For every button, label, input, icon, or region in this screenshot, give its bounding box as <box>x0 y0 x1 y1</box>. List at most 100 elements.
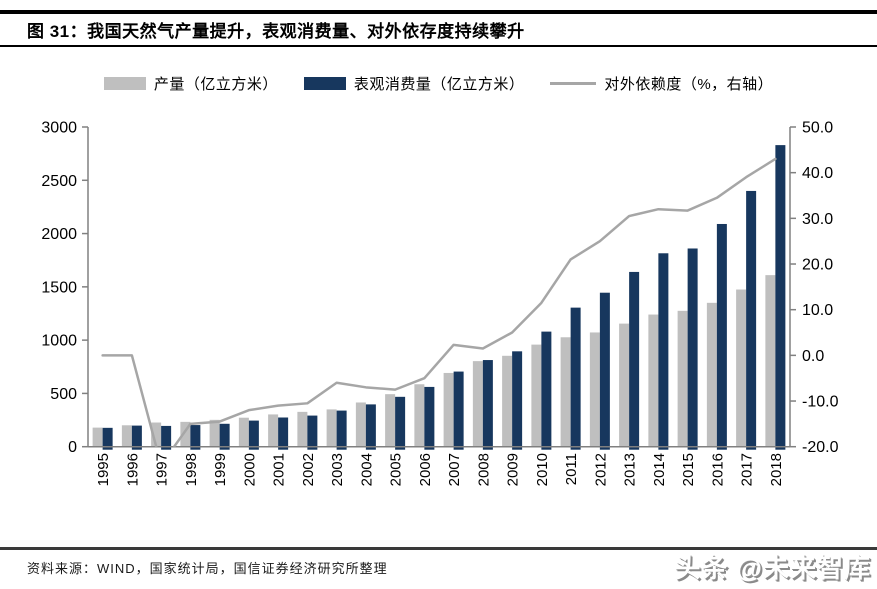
footer-rule <box>0 547 877 550</box>
x-axis-tick-label: 2003 <box>329 453 346 486</box>
watermark: 头条 @未来智库 <box>674 553 871 583</box>
x-axis-tick-label: 1998 <box>183 453 200 486</box>
x-axis-tick-label: 2002 <box>300 453 317 486</box>
production-bar-2012 <box>589 332 600 447</box>
consumption-bar-2008 <box>482 360 493 450</box>
production-bar-2007 <box>443 372 454 447</box>
consumption-bar-1997 <box>161 425 172 450</box>
consumption-bar-2002 <box>307 415 318 450</box>
left-axis-tick-label: 1500 <box>41 279 77 296</box>
consumption-bar-2007 <box>453 371 464 450</box>
x-axis-tick-label: 2010 <box>534 453 551 486</box>
axis-labels-group: 3000 2500 2000 1500 1000 500 0 50.0 40.0 30.0 20.0… <box>41 120 838 487</box>
right-axis-tick-label: 0.0 <box>802 348 824 365</box>
chart-area: 3000 2500 2000 1500 1000 500 0 50.0 40.0 30.0 20.0… <box>0 110 877 535</box>
x-axis-tick-label: 2011 <box>563 453 580 485</box>
production-bar-2002 <box>297 411 308 447</box>
production-bar-1998 <box>180 421 191 447</box>
left-axis-tick-label: 500 <box>50 386 77 403</box>
legend-item-consumption: 表观消费量（亿立方米） <box>303 73 525 94</box>
source-note: 资料来源：WIND，国家统计局，国信证券经济研究所整理 <box>27 561 388 576</box>
production-bar-1997 <box>151 422 162 447</box>
consumption-bar-1996 <box>131 425 142 450</box>
consumption-bar-2013 <box>629 271 640 450</box>
legend-item-production: 产量（亿立方米） <box>103 73 278 94</box>
legend-label-dependence: 对外依赖度（%，右轴） <box>604 75 774 93</box>
top-rule <box>0 10 877 14</box>
consumption-bar-2017 <box>746 190 757 450</box>
x-axis-tick-label: 2018 <box>768 453 785 486</box>
consumption-bar-2009 <box>512 351 523 450</box>
left-axis-tick-label: 0 <box>68 439 77 456</box>
production-bar-2014 <box>648 314 659 447</box>
production-bar-1996 <box>121 425 132 447</box>
consumption-bar-2005 <box>395 396 406 450</box>
x-axis-tick-label: 1999 <box>212 453 229 486</box>
consumption-swatch-icon <box>303 76 346 90</box>
consumption-bar-2003 <box>336 410 347 450</box>
left-axis-tick-label: 1000 <box>41 333 77 350</box>
gas-chart-svg: 3000 2500 2000 1500 1000 500 0 50.0 40.0 30.0 20.0… <box>41 120 838 487</box>
production-bar-2009 <box>502 355 513 447</box>
consumption-bar-1995 <box>102 427 113 450</box>
production-bar-2000 <box>238 417 249 447</box>
left-axis-tick-label: 3000 <box>41 120 77 137</box>
production-bar-2008 <box>472 361 483 447</box>
production-bar-2010 <box>531 344 542 447</box>
consumption-bar-2016 <box>716 223 727 450</box>
consumption-bar-2018 <box>775 145 786 450</box>
x-axis-tick-label: 2005 <box>388 453 405 486</box>
legend-item-dependence: 对外依赖度（%，右轴） <box>550 73 773 94</box>
consumption-bar-2014 <box>658 253 669 450</box>
right-axis-tick-label: 50.0 <box>802 120 833 137</box>
production-bar-2001 <box>268 414 279 447</box>
chart-legend: 产量（亿立方米） 表观消费量（亿立方米） 对外依赖度（%，右轴） <box>0 68 877 98</box>
right-axis-tick-label: 30.0 <box>802 211 833 228</box>
consumption-bar-2012 <box>599 292 610 450</box>
x-axis-tick-label: 2009 <box>505 453 522 486</box>
x-axis-tick-label: 2001 <box>271 453 288 486</box>
legend-label-production: 产量（亿立方米） <box>153 75 278 93</box>
production-bar-1999 <box>209 419 220 447</box>
figure-title: 图 31：我国天然气产量提升，表观消费量、对外依存度持续攀升 <box>27 22 525 41</box>
x-axis-tick-label: 2015 <box>680 453 697 486</box>
dependence-line-swatch-icon <box>550 81 597 85</box>
production-bar-2015 <box>677 310 688 447</box>
x-axis-tick-label: 2006 <box>417 453 434 486</box>
production-bar-2003 <box>326 409 337 447</box>
production-bar-2018 <box>765 275 776 447</box>
x-axis-tick-label: 2008 <box>475 453 492 486</box>
x-axis-tick-label: 2017 <box>739 453 756 486</box>
production-bar-2013 <box>619 323 630 447</box>
production-bar-2005 <box>385 394 396 447</box>
x-axis-tick-label: 1996 <box>124 453 141 486</box>
x-axis-tick-label: 2016 <box>709 453 726 486</box>
x-axis-tick-label: 2004 <box>358 453 375 486</box>
right-axis-tick-label: 40.0 <box>802 165 833 182</box>
title-underline <box>0 45 877 47</box>
consumption-bar-2001 <box>278 417 289 450</box>
production-bar-2004 <box>355 402 366 447</box>
consumption-bar-2011 <box>570 307 581 450</box>
production-bar-2006 <box>414 384 425 447</box>
production-bar-2016 <box>706 302 717 447</box>
consumption-bar-1999 <box>219 423 230 450</box>
consumption-bar-1998 <box>190 425 201 450</box>
x-axis-tick-label: 2012 <box>592 453 609 486</box>
dependence-line <box>101 157 777 447</box>
production-swatch-icon <box>103 76 146 90</box>
right-axis-tick-label: 10.0 <box>802 302 833 319</box>
x-axis-tick-label: 2013 <box>622 453 639 486</box>
consumption-bar-2015 <box>687 248 698 450</box>
production-bar-2017 <box>736 289 747 447</box>
consumption-bar-2010 <box>541 331 552 450</box>
consumption-bar-2000 <box>248 420 259 450</box>
x-axis-tick-label: 1997 <box>154 453 171 486</box>
legend-label-consumption: 表观消费量（亿立方米） <box>353 75 525 93</box>
production-bar-1995 <box>92 427 103 447</box>
left-axis-tick-label: 2000 <box>41 226 77 243</box>
x-axis-tick-label: 1995 <box>95 453 112 486</box>
left-axis-tick-label: 2500 <box>41 173 77 190</box>
right-axis-tick-label: -10.0 <box>802 394 839 411</box>
